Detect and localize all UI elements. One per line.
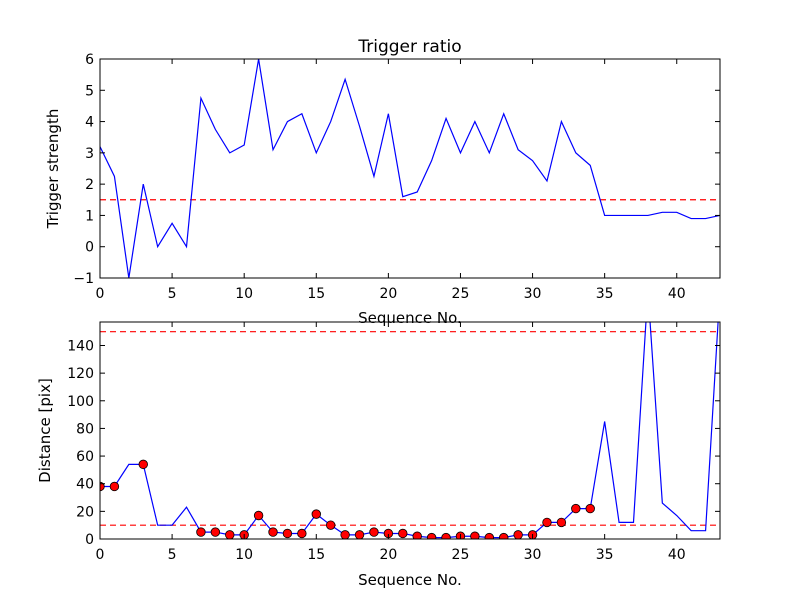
y-tick-label: −1 <box>73 271 94 287</box>
data-point <box>441 532 451 539</box>
x-tick-label: 10 <box>235 286 253 302</box>
data-point <box>499 532 509 539</box>
y-tick-label: 100 <box>67 394 94 410</box>
data-point <box>196 527 206 537</box>
y-tick-label: 20 <box>76 504 94 520</box>
data-point <box>340 530 350 539</box>
x-tick-label: 0 <box>96 547 105 563</box>
data-point <box>369 527 379 537</box>
data-point <box>398 528 408 539</box>
data-point <box>311 509 321 519</box>
data-point <box>585 503 595 514</box>
x-tick-label: 25 <box>452 286 470 302</box>
x-axis-label: Sequence No. <box>358 571 462 589</box>
x-tick-label: 35 <box>596 547 614 563</box>
x-tick-label: 15 <box>307 547 325 563</box>
x-axis-label: Sequence No. <box>358 309 462 327</box>
data-point <box>109 481 120 492</box>
data-point <box>268 527 278 537</box>
y-tick-label: 80 <box>76 421 94 437</box>
data-point <box>426 532 437 539</box>
data-point <box>542 517 552 528</box>
series-line <box>100 59 720 278</box>
data-point <box>297 528 307 539</box>
data-point <box>412 531 422 539</box>
distance-plot: 0 5 10 15 20 25 30 35 40 0 20 40 60 80 100 120 140 Sequen… <box>36 321 721 589</box>
x-tick-label: 5 <box>168 547 177 563</box>
x-tick-label: 35 <box>596 286 614 302</box>
x-tick-label: 5 <box>168 286 177 302</box>
data-point <box>470 531 480 539</box>
y-tick-label: 60 <box>76 449 94 465</box>
y-tick-label: 4 <box>85 115 94 131</box>
x-tick-label: 40 <box>668 547 686 563</box>
x-tick-label: 10 <box>235 547 253 563</box>
y-tick-label: 140 <box>67 338 94 354</box>
x-tick-label: 30 <box>524 286 542 302</box>
data-point <box>100 481 105 492</box>
data-point <box>484 532 495 539</box>
plot-area <box>100 322 720 539</box>
y-tick-label: 0 <box>85 532 94 548</box>
data-point <box>225 530 235 539</box>
axes-frame <box>99 58 721 279</box>
data-point <box>571 503 581 514</box>
y-axis-label: Distance [pix] <box>36 378 54 483</box>
axes-frame <box>99 321 721 540</box>
y-axis-label: Trigger strength <box>44 109 62 230</box>
x-tick-label: 20 <box>379 547 397 563</box>
data-point <box>354 530 365 539</box>
y-tick-label: 2 <box>85 177 94 193</box>
data-point <box>513 530 523 539</box>
x-tick-label: 20 <box>379 286 397 302</box>
data-point <box>253 510 264 521</box>
y-tick-label: 6 <box>85 52 94 68</box>
data-point <box>556 517 567 528</box>
x-tick-label: 15 <box>307 286 325 302</box>
y-tick-label: 0 <box>85 240 94 256</box>
data-point <box>325 520 336 530</box>
y-tick-label: 3 <box>85 146 94 162</box>
y-tick-label: 40 <box>76 477 94 493</box>
chart-title: Trigger ratio <box>357 37 461 57</box>
x-tick-label: 40 <box>668 286 686 302</box>
data-point <box>282 528 293 539</box>
y-tick-label: 120 <box>67 366 94 382</box>
x-tick-label: 30 <box>524 547 542 563</box>
data-point <box>210 527 221 537</box>
plot-area <box>100 59 720 278</box>
y-tick-label: 5 <box>85 83 94 99</box>
x-tick-label: 25 <box>452 547 470 563</box>
data-point <box>138 459 148 470</box>
x-tick-label: 0 <box>96 286 105 302</box>
y-tick-label: 1 <box>85 208 94 224</box>
